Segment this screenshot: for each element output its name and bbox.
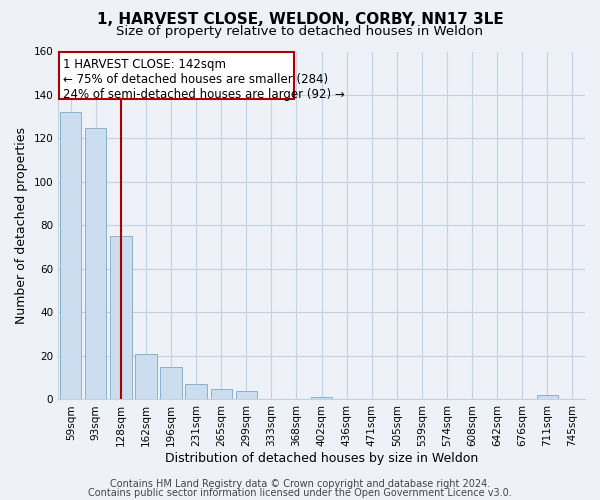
Bar bbox=[185, 384, 207, 400]
Bar bbox=[136, 354, 157, 400]
Bar bbox=[110, 236, 131, 400]
Bar bbox=[537, 395, 558, 400]
FancyBboxPatch shape bbox=[59, 52, 294, 100]
Text: Contains HM Land Registry data © Crown copyright and database right 2024.: Contains HM Land Registry data © Crown c… bbox=[110, 479, 490, 489]
Bar bbox=[211, 388, 232, 400]
Text: Size of property relative to detached houses in Weldon: Size of property relative to detached ho… bbox=[116, 25, 484, 38]
Text: 24% of semi-detached houses are larger (92) →: 24% of semi-detached houses are larger (… bbox=[63, 88, 345, 102]
X-axis label: Distribution of detached houses by size in Weldon: Distribution of detached houses by size … bbox=[165, 452, 478, 465]
Bar bbox=[60, 112, 82, 400]
Text: 1, HARVEST CLOSE, WELDON, CORBY, NN17 3LE: 1, HARVEST CLOSE, WELDON, CORBY, NN17 3L… bbox=[97, 12, 503, 28]
Bar bbox=[311, 398, 332, 400]
Text: ← 75% of detached houses are smaller (284): ← 75% of detached houses are smaller (28… bbox=[63, 73, 328, 86]
Bar bbox=[160, 367, 182, 400]
Y-axis label: Number of detached properties: Number of detached properties bbox=[15, 127, 28, 324]
Bar bbox=[236, 391, 257, 400]
Bar bbox=[85, 128, 106, 400]
Text: Contains public sector information licensed under the Open Government Licence v3: Contains public sector information licen… bbox=[88, 488, 512, 498]
Text: 1 HARVEST CLOSE: 142sqm: 1 HARVEST CLOSE: 142sqm bbox=[63, 58, 226, 71]
